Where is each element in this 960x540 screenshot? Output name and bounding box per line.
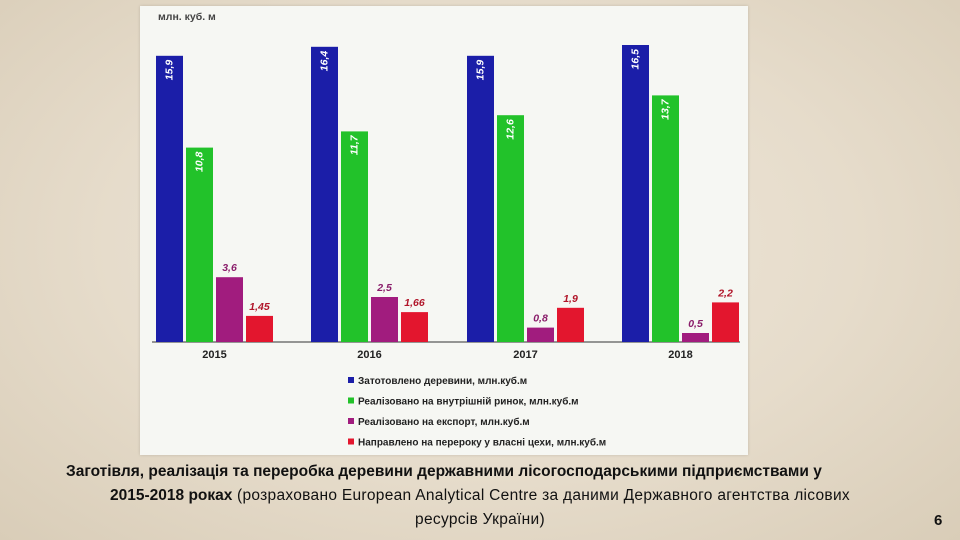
data-label-3-2018: 0,5 — [688, 318, 703, 330]
data-label-1-2016: 16,4 — [318, 51, 330, 72]
legend-swatch-1 — [348, 377, 354, 383]
legend-label-2: Реалізовано на внутрішній ринок, млн.куб… — [358, 396, 579, 408]
data-label-1-2018: 16,5 — [629, 49, 641, 70]
data-label-4-2017: 1,9 — [563, 293, 578, 305]
bar-2-2017 — [497, 115, 524, 342]
legend-swatch-3 — [348, 418, 354, 424]
data-label-1-2015: 15,9 — [163, 60, 175, 81]
legend-label-1: Затотовлено деревини, млн.куб.м — [358, 375, 527, 387]
data-label-2-2017: 12,6 — [504, 119, 516, 140]
bar-1-2016 — [311, 46, 338, 343]
bar-4-2015 — [246, 315, 273, 342]
bar-chart: млн. куб. м 15,9 16,4 15,9 16,5 10,8 11,7 12,6 1… — [140, 6, 748, 455]
chart-svg: млн. куб. м 15,9 16,4 15,9 16,5 10,8 11,7 12,6 1… — [152, 11, 740, 449]
data-label-4-2018: 2,2 — [717, 287, 733, 299]
data-label-2-2016: 11,7 — [348, 134, 360, 155]
x-tick-label-2015: 2015 — [202, 349, 226, 361]
x-tick-label-2018: 2018 — [668, 349, 692, 361]
data-label-4-2015: 1,45 — [249, 301, 270, 313]
bar-4-2017 — [557, 307, 584, 342]
bar-2-2016 — [341, 131, 368, 342]
x-tick-label-2017: 2017 — [513, 349, 537, 361]
bar-2-2018 — [652, 95, 679, 343]
data-label-2-2015: 10,8 — [193, 151, 205, 172]
caption-line-2: 2015-2018 роках (розраховано European An… — [30, 484, 930, 508]
unit-label: млн. куб. м — [158, 11, 216, 23]
data-label-3-2015: 3,6 — [222, 262, 237, 274]
bar-1-2015 — [156, 55, 183, 343]
legend-swatch-2 — [348, 397, 354, 404]
bar-2-2015 — [186, 147, 213, 342]
legend-label-4: Направлено на перероку у власні цехи, мл… — [358, 437, 606, 449]
bar-4-2016 — [401, 312, 428, 342]
bar-1-2018 — [622, 45, 649, 342]
data-label-1-2017: 15,9 — [474, 60, 486, 81]
caption-line-3: ресурсів України) — [415, 511, 545, 528]
bar-3-2017 — [527, 327, 554, 342]
legend-swatch-4 — [348, 438, 354, 445]
page-number: 6 — [934, 512, 943, 529]
data-label-3-2017: 0,8 — [533, 313, 548, 325]
bar-4-2018 — [712, 302, 739, 342]
data-label-4-2016: 1,66 — [404, 297, 425, 309]
bar-3-2018 — [682, 333, 709, 342]
caption-source: (розраховано European Analytical Centre … — [232, 487, 850, 504]
caption-line-1: Заготівля, реалізація та переробка дерев… — [66, 463, 822, 480]
x-tick-label-2016: 2016 — [357, 349, 381, 361]
bar-3-2015 — [216, 277, 243, 342]
data-label-2-2018: 13,7 — [659, 98, 671, 120]
data-label-3-2016: 2,5 — [376, 282, 392, 294]
bar-3-2016 — [371, 297, 398, 342]
legend-label-3: Реалізовано на експорт, млн.куб.м — [358, 416, 530, 428]
slide-caption: Заготівля, реалізація та переробка дерев… — [30, 460, 930, 532]
bar-1-2017 — [467, 55, 494, 343]
caption-years: 2015-2018 роках — [110, 487, 233, 504]
